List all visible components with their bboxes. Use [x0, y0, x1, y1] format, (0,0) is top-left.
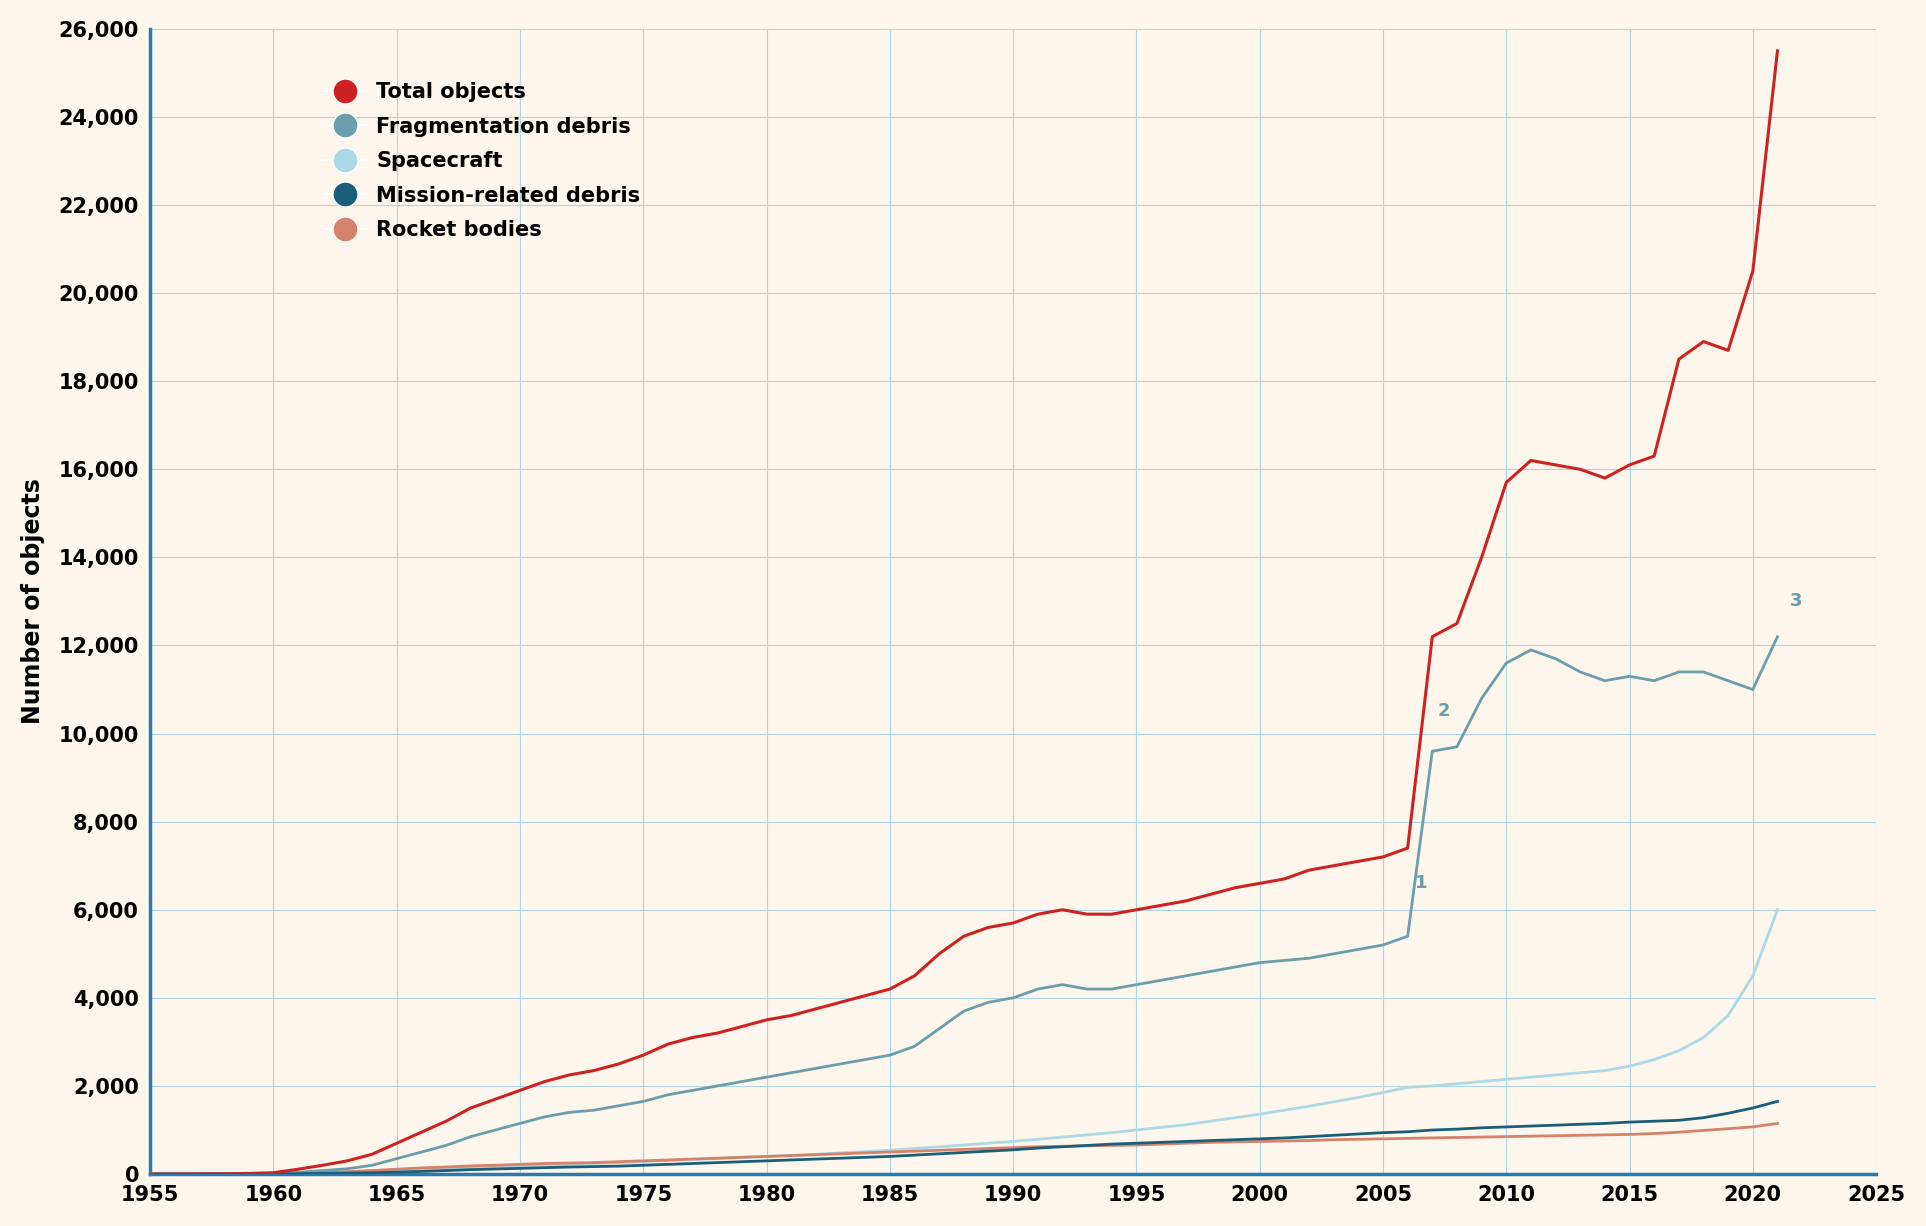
Text: 2: 2: [1437, 702, 1450, 721]
Text: 1: 1: [1416, 874, 1427, 893]
Legend: Total objects, Fragmentation debris, Spacecraft, Mission-related debris, Rocket : Total objects, Fragmentation debris, Spa…: [316, 74, 649, 249]
Y-axis label: Number of objects: Number of objects: [21, 478, 44, 725]
Text: 3: 3: [1789, 592, 1803, 611]
